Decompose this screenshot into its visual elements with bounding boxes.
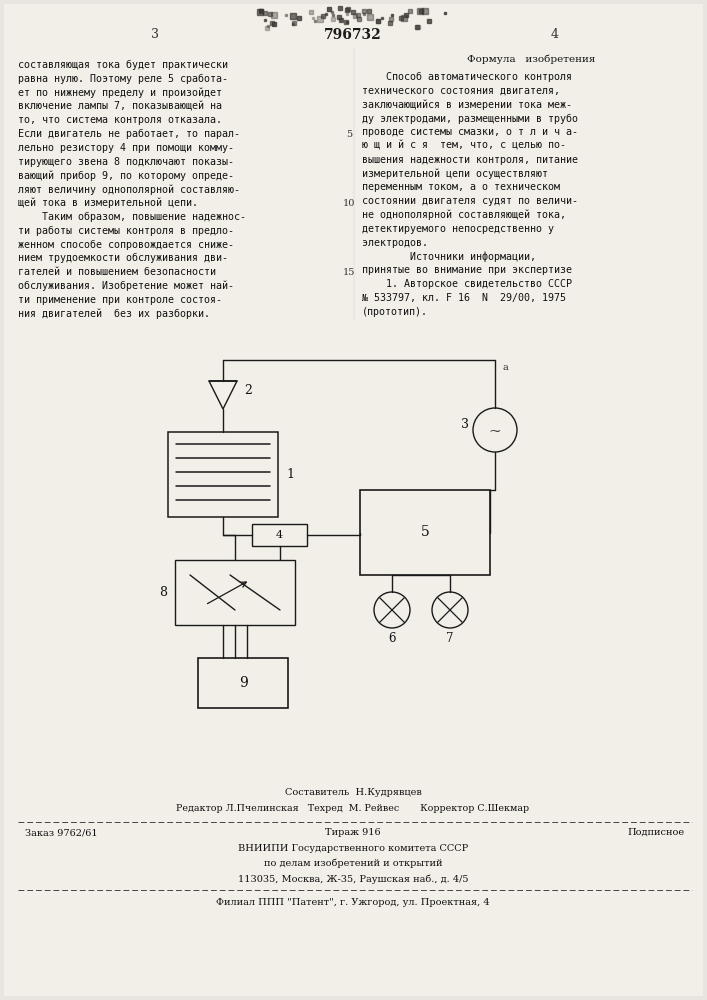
Text: составляющая тока будет практически: составляющая тока будет практически: [18, 60, 228, 70]
Bar: [360, 490, 490, 575]
Text: 10: 10: [343, 199, 355, 208]
Text: Редактор Л.Пчелинская   Техред  М. Рейвес       Корректор С.Шекмар: Редактор Л.Пчелинская Техред М. Рейвес К…: [177, 804, 530, 813]
Bar: [175, 560, 295, 625]
Text: a: a: [502, 363, 508, 372]
Text: детектируемого непосредственно у: детектируемого непосредственно у: [362, 224, 554, 234]
Text: 4: 4: [551, 28, 559, 41]
Text: ~: ~: [489, 425, 501, 439]
Bar: [168, 432, 278, 517]
Text: тирующего звена 8 подключают показы-: тирующего звена 8 подключают показы-: [18, 157, 234, 167]
Text: Формула   изобретения: Формула изобретения: [467, 55, 595, 64]
Text: 7: 7: [446, 632, 454, 645]
Text: Источники информации,: Источники информации,: [362, 251, 536, 262]
Text: Подписное: Подписное: [628, 828, 685, 837]
Text: 1. Авторское свидетельство СССР: 1. Авторское свидетельство СССР: [362, 279, 572, 289]
Text: измерительной цепи осуществляют: измерительной цепи осуществляют: [362, 169, 548, 179]
Text: ти применение при контроле состоя-: ти применение при контроле состоя-: [18, 295, 222, 305]
Text: ния двигателей  без их разборки.: ния двигателей без их разборки.: [18, 308, 210, 319]
Text: 3: 3: [461, 418, 469, 432]
Text: ет по нижнему пределу и произойдет: ет по нижнему пределу и произойдет: [18, 88, 222, 98]
Text: 113035, Москва, Ж-35, Раушская наб., д. 4/5: 113035, Москва, Ж-35, Раушская наб., д. …: [238, 874, 468, 884]
Text: гателей и повышением безопасности: гателей и повышением безопасности: [18, 267, 216, 277]
Bar: [198, 658, 288, 708]
Text: проводе системы смазки, о т л и ч а-: проводе системы смазки, о т л и ч а-: [362, 127, 578, 137]
Text: ВНИИПИ Государственного комитета СССР: ВНИИПИ Государственного комитета СССР: [238, 844, 468, 853]
Text: Заказ 9762/61: Заказ 9762/61: [25, 828, 98, 837]
Text: по делам изобретений и открытий: по делам изобретений и открытий: [264, 859, 443, 868]
Text: 15: 15: [343, 268, 355, 277]
Text: Таким образом, повышение надежнос-: Таким образом, повышение надежнос-: [18, 212, 246, 222]
Bar: [252, 524, 307, 546]
Text: 8: 8: [159, 586, 167, 599]
Text: 4: 4: [276, 530, 283, 540]
Text: вающий прибор 9, по которому опреде-: вающий прибор 9, по которому опреде-: [18, 170, 234, 181]
Text: Если двигатель не работает, то парал-: Если двигатель не работает, то парал-: [18, 129, 240, 139]
Text: ю щ и й с я  тем, что, с целью по-: ю щ и й с я тем, что, с целью по-: [362, 141, 566, 151]
Text: равна нулю. Поэтому реле 5 сработа-: равна нулю. Поэтому реле 5 сработа-: [18, 74, 228, 84]
Text: обслуживания. Изобретение может най-: обслуживания. Изобретение может най-: [18, 281, 234, 291]
Text: щей тока в измерительной цепи.: щей тока в измерительной цепи.: [18, 198, 198, 209]
Text: не однополярной составляющей тока,: не однополярной составляющей тока,: [362, 210, 566, 221]
Text: заключающийся в измерении тока меж-: заключающийся в измерении тока меж-: [362, 100, 572, 110]
Text: женном способе сопровождается сниже-: женном способе сопровождается сниже-: [18, 239, 234, 250]
Text: включение лампы 7, показывающей на: включение лампы 7, показывающей на: [18, 101, 222, 111]
Text: Способ автоматического контроля: Способ автоматического контроля: [362, 72, 572, 82]
Text: технического состояния двигателя,: технического состояния двигателя,: [362, 86, 560, 96]
Text: 796732: 796732: [324, 28, 382, 42]
Text: Филиал ППП "Патент", г. Ужгород, ул. Проектная, 4: Филиал ППП "Патент", г. Ужгород, ул. Про…: [216, 898, 490, 907]
Text: Составитель  Н.Кудрявцев: Составитель Н.Кудрявцев: [285, 788, 421, 797]
Text: ляют величину однополярной составляю-: ляют величину однополярной составляю-: [18, 184, 240, 195]
Text: то, что система контроля отказала.: то, что система контроля отказала.: [18, 115, 222, 125]
Text: ду электродами, размещенными в трубо: ду электродами, размещенными в трубо: [362, 113, 578, 124]
Text: 1: 1: [286, 468, 294, 481]
Text: Тираж 916: Тираж 916: [325, 828, 381, 837]
Text: вышения надежности контроля, питание: вышения надежности контроля, питание: [362, 155, 578, 165]
Text: нием трудоемкости обслуживания дви-: нием трудоемкости обслуживания дви-: [18, 253, 228, 263]
Text: электродов.: электродов.: [362, 238, 428, 248]
Text: 3: 3: [151, 28, 159, 41]
Text: 5: 5: [346, 130, 352, 139]
Text: переменным током, а о техническом: переменным током, а о техническом: [362, 182, 560, 192]
Text: 5: 5: [421, 526, 429, 540]
Text: лельно резистору 4 при помощи комму-: лельно резистору 4 при помощи комму-: [18, 143, 234, 153]
Text: 6: 6: [388, 632, 396, 645]
Text: 9: 9: [239, 676, 247, 690]
Text: № 533797, кл. F 16  N  29/00, 1975: № 533797, кл. F 16 N 29/00, 1975: [362, 293, 566, 303]
Text: принятые во внимание при экспертизе: принятые во внимание при экспертизе: [362, 265, 572, 275]
Text: 2: 2: [244, 383, 252, 396]
Text: ти работы системы контроля в предло-: ти работы системы контроля в предло-: [18, 226, 234, 236]
Text: состоянии двигателя судят по величи-: состоянии двигателя судят по величи-: [362, 196, 578, 206]
Text: (прототип).: (прототип).: [362, 307, 428, 317]
